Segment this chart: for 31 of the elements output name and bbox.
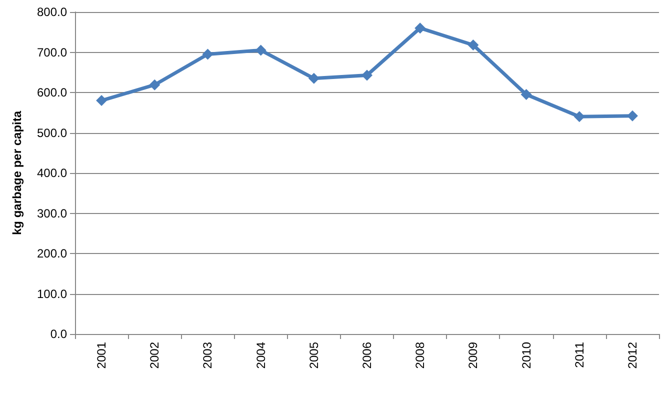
point bbox=[96, 95, 108, 106]
point bbox=[149, 79, 160, 90]
y-tick-label: 700.0 bbox=[36, 45, 68, 60]
y-tick-label: 500.0 bbox=[36, 126, 68, 140]
x-tick-label: 2001 bbox=[94, 342, 109, 369]
y-tick-label: 600.0 bbox=[36, 86, 68, 100]
point bbox=[520, 89, 532, 100]
point bbox=[308, 72, 320, 84]
y-tick-label: 200.0 bbox=[36, 246, 68, 260]
y-tick-label: 800.0 bbox=[36, 5, 68, 19]
point bbox=[255, 44, 266, 56]
x-tick-label: 2008 bbox=[413, 342, 428, 369]
x-tick-label: 2003 bbox=[200, 342, 215, 369]
x-tick-label: 2010 bbox=[519, 342, 534, 369]
y-tick-label: 400.0 bbox=[36, 166, 68, 180]
point bbox=[468, 40, 479, 51]
point bbox=[202, 48, 214, 60]
x-tick-label: 2005 bbox=[306, 342, 321, 369]
x-tick-label: 2004 bbox=[254, 342, 268, 369]
x-tick-label: 2002 bbox=[148, 342, 162, 369]
x-tick-label: 2011 bbox=[572, 342, 586, 368]
y-tick-label: 300.0 bbox=[36, 206, 68, 220]
y-tick-label: 0.0 bbox=[50, 327, 68, 341]
x-tick-label: 2012 bbox=[625, 342, 640, 369]
y-tick-label: 100.0 bbox=[36, 286, 68, 301]
x-tick-label: 2009 bbox=[466, 342, 480, 369]
point bbox=[414, 22, 426, 34]
x-tick-label: 2006 bbox=[360, 342, 374, 369]
point bbox=[362, 70, 372, 81]
point bbox=[574, 111, 585, 122]
y-axis-title: kg garbage per capita bbox=[10, 110, 24, 236]
